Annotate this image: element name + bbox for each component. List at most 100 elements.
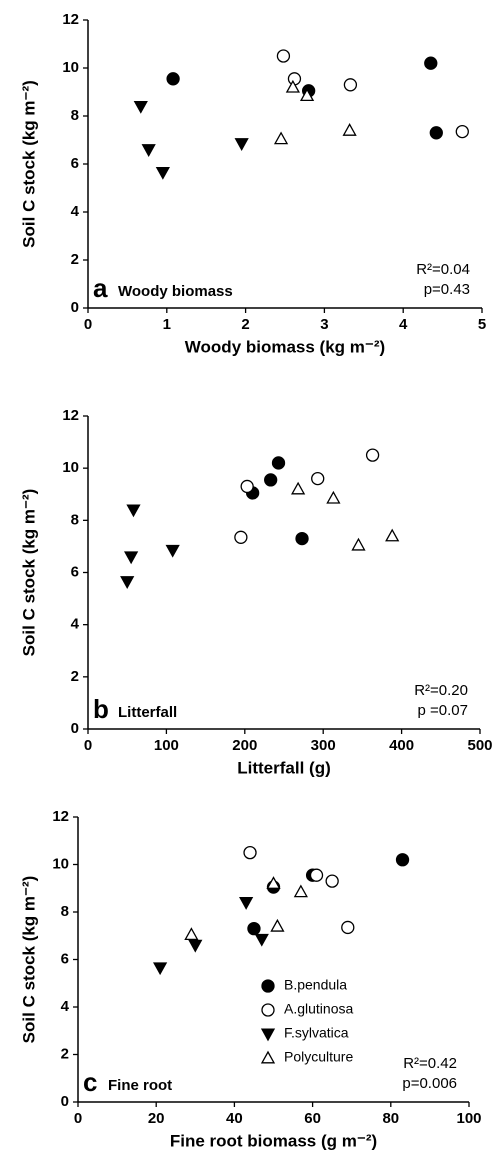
point [126, 504, 141, 518]
point [141, 144, 156, 157]
panel-label: c [83, 1067, 97, 1097]
point [365, 448, 380, 462]
x-tick-label: 80 [382, 1110, 399, 1127]
point [266, 876, 281, 889]
y-tick-label: 2 [71, 251, 79, 268]
y-tick-label: 4 [71, 616, 80, 633]
annotation: Litterfall [118, 704, 177, 721]
point [270, 918, 285, 932]
x-tick-label: 40 [226, 1110, 243, 1127]
point [165, 544, 180, 558]
x-tick-label: 1 [163, 316, 171, 333]
stat: p =0.07 [418, 702, 468, 719]
stat: R²=0.42 [403, 1055, 457, 1072]
legend-label: B.pendula [284, 977, 347, 993]
point [311, 471, 325, 486]
point [385, 528, 400, 542]
panel-label: b [93, 694, 109, 724]
x-axis-title: Fine root biomass (g m⁻²) [170, 1131, 377, 1150]
x-axis-title: Woody biomass (kg m⁻²) [185, 337, 385, 356]
y-tick-label: 12 [62, 11, 79, 28]
legend-label: A.glutinosa [284, 1001, 353, 1017]
point [341, 920, 355, 935]
point [247, 921, 261, 936]
point [234, 530, 248, 544]
point [291, 481, 306, 495]
y-tick-label: 8 [61, 903, 69, 920]
point [326, 490, 341, 504]
point [133, 100, 148, 114]
x-tick-label: 0 [84, 737, 92, 754]
x-tick-label: 300 [311, 737, 336, 754]
x-axis-title: Litterfall (g) [237, 758, 331, 777]
legend-marker [261, 979, 275, 993]
point [299, 88, 315, 102]
x-tick-label: 0 [74, 1110, 82, 1127]
point [342, 123, 357, 136]
y-tick-label: 10 [62, 459, 79, 476]
x-tick-label: 2 [241, 316, 249, 333]
point [240, 479, 254, 494]
legend-marker [261, 1003, 275, 1017]
point [264, 473, 278, 487]
y-tick-label: 10 [62, 59, 79, 76]
stat: R²=0.20 [414, 682, 468, 699]
y-tick-label: 2 [71, 668, 79, 685]
point [243, 845, 257, 860]
point [429, 126, 443, 140]
point [184, 927, 199, 941]
point [325, 874, 339, 888]
x-tick-label: 500 [467, 737, 492, 754]
point [295, 531, 309, 546]
panel-label: a [93, 273, 108, 303]
y-tick-label: 0 [61, 1093, 69, 1110]
point [155, 166, 170, 180]
x-tick-label: 3 [320, 316, 328, 333]
point [271, 456, 286, 470]
y-tick-label: 6 [71, 563, 79, 580]
legend-label: Polyculture [284, 1049, 353, 1065]
x-tick-label: 5 [478, 316, 486, 333]
y-tick-label: 12 [52, 808, 69, 825]
y-tick-label: 2 [61, 1045, 69, 1062]
y-tick-label: 4 [71, 203, 80, 220]
point [254, 933, 269, 947]
panel: 0 100 200 300 400 500 0 2 4 6 8 10 12 Litterfall (g) S… [19, 407, 492, 778]
y-tick-label: 12 [62, 407, 79, 424]
point [153, 962, 168, 976]
y-axis-title: Soil C stock (kg m⁻²) [19, 876, 38, 1044]
point [285, 79, 300, 93]
x-tick-label: 20 [148, 1110, 165, 1127]
point [124, 551, 139, 565]
stat: p=0.006 [402, 1075, 457, 1092]
annotation: Woody biomass [118, 283, 233, 300]
y-tick-label: 4 [61, 998, 70, 1015]
panel: 0 20 40 60 80 100 0 2 4 6 8 10 12 Fine root biomass (… [19, 808, 481, 1151]
y-tick-label: 6 [61, 950, 69, 967]
y-tick-label: 10 [52, 855, 69, 872]
y-axis-title: Soil C stock (kg m⁻²) [19, 489, 38, 657]
point [188, 939, 203, 953]
point [120, 576, 135, 589]
point [455, 124, 469, 139]
x-tick-label: 4 [399, 316, 408, 333]
point [309, 868, 324, 882]
legend-label: F.sylvatica [284, 1025, 349, 1041]
y-axis-title: Soil C stock (kg m⁻²) [19, 80, 38, 248]
y-tick-label: 6 [71, 155, 79, 172]
point [166, 72, 180, 86]
stat: R²=0.04 [416, 261, 470, 278]
point [424, 56, 438, 70]
point [395, 853, 410, 867]
stat: p=0.43 [424, 281, 470, 298]
x-tick-label: 100 [456, 1110, 481, 1127]
legend-marker [260, 1050, 276, 1064]
annotation: Fine root [108, 1077, 172, 1094]
point [276, 49, 291, 63]
point [351, 537, 366, 551]
x-tick-label: 200 [232, 737, 257, 754]
y-tick-label: 8 [71, 511, 79, 528]
y-tick-label: 0 [71, 720, 79, 737]
x-tick-label: 400 [389, 737, 414, 754]
